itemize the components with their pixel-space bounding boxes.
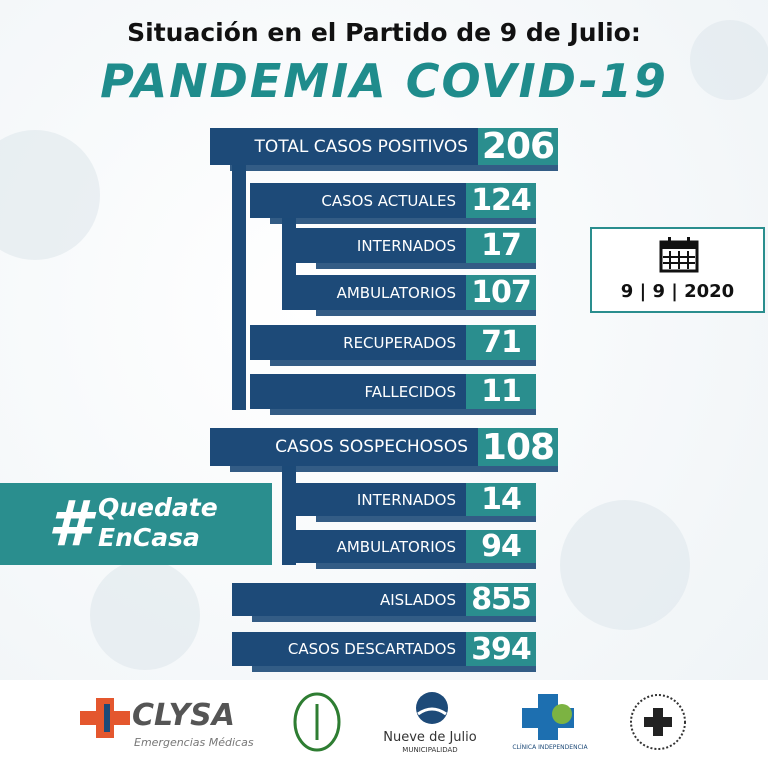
title: Situación en el Partido de 9 de Julio:: [127, 18, 641, 47]
hashtag-line2: EnCasa: [98, 523, 200, 552]
row-label: INTERNADOS: [296, 228, 466, 263]
row-label: TOTAL CASOS POSITIVOS: [210, 128, 478, 165]
clysa-logo: CLYSA: [132, 698, 236, 733]
row-value: 855: [466, 582, 536, 617]
row-label: CASOS DESCARTADOS: [232, 632, 466, 666]
row-value: 14: [466, 482, 536, 517]
clysa-sub: Emergencias Médicas: [134, 736, 254, 749]
row-value: 71: [466, 325, 536, 360]
row-value: 394: [466, 632, 536, 667]
date-box: 9 | 9 | 2020: [590, 227, 765, 313]
row-value: 108: [478, 427, 558, 468]
medical-logo: [293, 692, 341, 752]
row-label: CASOS SOSPECHOSOS: [210, 428, 478, 466]
footer: CLYSA Emergencias Médicas Nueve de Julio…: [0, 680, 768, 768]
clinica-icon: [522, 694, 574, 740]
row-label: AMBULATORIOS: [296, 530, 466, 563]
virus-decor: [690, 20, 768, 100]
clysa-icon: [80, 698, 130, 738]
row-value: 94: [466, 529, 536, 564]
connector: [282, 215, 296, 310]
row-label: FALLECIDOS: [250, 374, 466, 409]
connector: [282, 460, 296, 565]
hashtag-line1: Quedate: [98, 493, 218, 522]
row-label: RECUPERADOS: [250, 325, 466, 360]
row-label: AISLADOS: [232, 583, 466, 616]
hashtag-symbol: #: [48, 487, 92, 560]
date: 9 | 9 | 2020: [620, 281, 735, 302]
virus-decor: [0, 130, 100, 260]
connector: [232, 160, 246, 410]
hashtag-box: # Quedate EnCasa: [0, 483, 272, 565]
date-month: 9: [652, 281, 665, 302]
municipio-logo: Nueve de Julio: [383, 730, 477, 745]
municipio-icon: [416, 692, 448, 724]
municipio-sub: MUNICIPALIDAD: [402, 746, 458, 754]
row-value: 11: [466, 374, 536, 409]
calendar-icon: [659, 237, 699, 273]
row-label: AMBULATORIOS: [296, 275, 466, 310]
row-value: 107: [466, 275, 536, 310]
row-value: 206: [478, 126, 558, 167]
virus-decor: [90, 560, 200, 670]
date-day: 9: [620, 281, 634, 302]
subtitle: PANDEMIA COVID-19: [100, 54, 668, 108]
row-label: INTERNADOS: [296, 483, 466, 516]
virus-decor: [560, 500, 690, 630]
row-value: 17: [466, 228, 536, 263]
seal-logo: [630, 694, 686, 750]
row-value: 124: [466, 183, 536, 218]
clinica-logo: CLÍNICA INDEPENDENCIA: [512, 744, 588, 751]
row-label: CASOS ACTUALES: [250, 183, 466, 218]
date-year: 2020: [684, 281, 735, 302]
